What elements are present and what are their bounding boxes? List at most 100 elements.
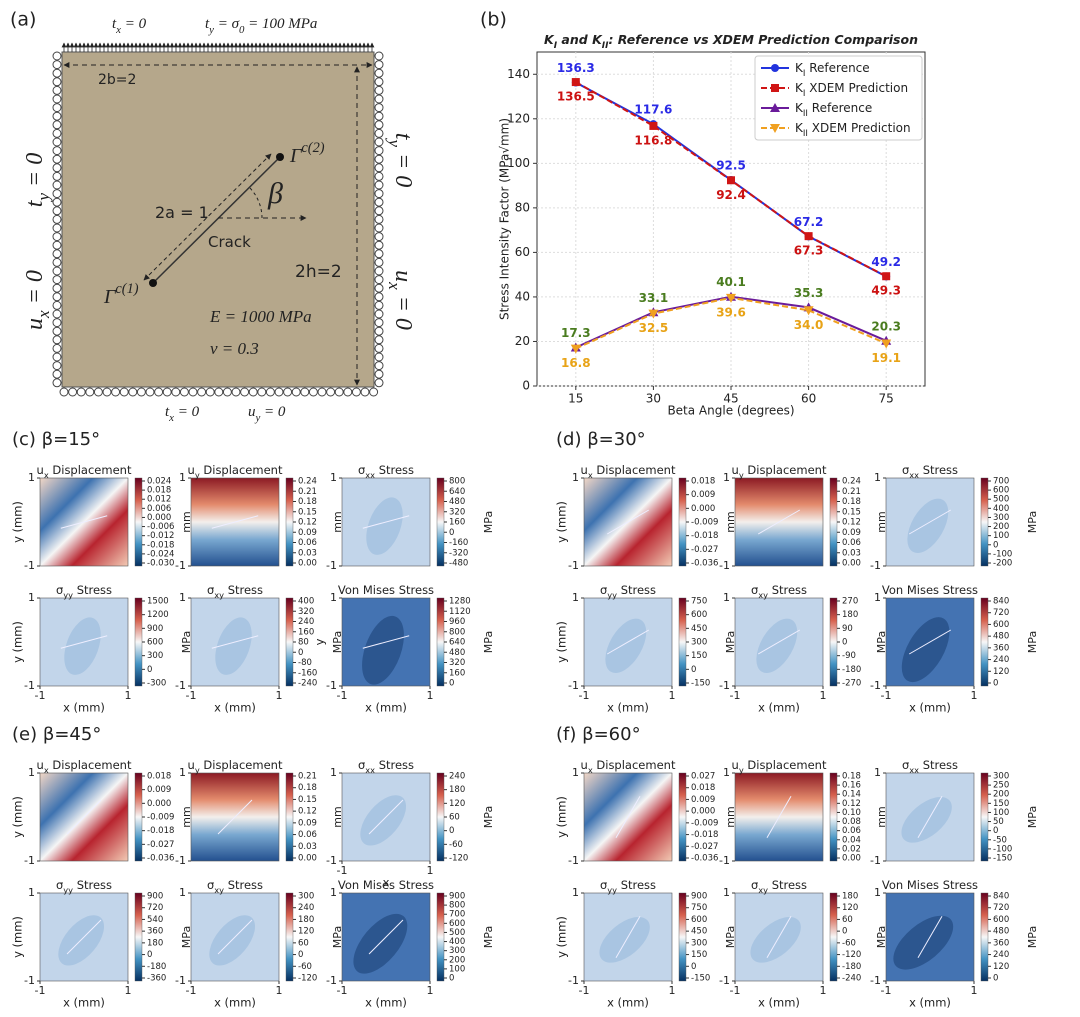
colorbar-unit: MPa	[1026, 511, 1039, 533]
y-axis-label: y (mm)	[11, 621, 25, 663]
colorbar-tick-label: 640	[449, 487, 465, 497]
colorbar-tick-label: 480	[449, 648, 465, 658]
y-tick-label: -1	[326, 854, 337, 867]
plot-frame	[190, 892, 280, 982]
text-part: σ	[902, 463, 909, 477]
colorbar-tick-label: 0	[449, 826, 454, 836]
colorbar-tick-label: 0.12	[842, 799, 861, 809]
roller	[374, 223, 384, 233]
colorbar-tick-label: 0.000	[147, 513, 171, 523]
crack-trace	[217, 919, 253, 955]
colorbar	[829, 477, 838, 567]
field-region	[366, 497, 403, 555]
roller	[52, 68, 62, 78]
roller	[374, 85, 384, 95]
colorbar-unit: MPa	[180, 631, 193, 653]
roller	[52, 146, 62, 156]
colorbar-tick-label: -300	[147, 679, 166, 689]
y-tick-label: 80	[515, 200, 530, 214]
colorbar-tick-label: 400	[993, 504, 1009, 514]
y-tick-label: 40	[515, 289, 530, 303]
text-part: E = 1000 MPa	[209, 307, 312, 326]
roller	[52, 77, 62, 87]
colorbar-tick-label: 0.14	[842, 790, 861, 800]
colorbar-tick-label: 400	[449, 937, 465, 947]
colorbar-tick-label: 480	[993, 927, 1009, 937]
value-label: 16.8	[561, 356, 591, 370]
diagram-label: Γc(1)	[103, 281, 139, 307]
subplot-title: σyy Stress	[56, 583, 112, 600]
panel-label: (d) β=30°	[556, 429, 646, 450]
colorbar	[678, 772, 687, 862]
text-part: = 0	[121, 16, 147, 32]
text-part: xy	[214, 885, 224, 895]
angle-arc	[248, 186, 263, 219]
roller	[374, 189, 384, 199]
roller	[374, 352, 384, 362]
colorbar-tick-label: 600	[147, 638, 163, 648]
text-part: Reference	[808, 101, 872, 115]
roller	[52, 137, 62, 147]
subplot-title: σxx Stress	[358, 758, 414, 775]
roller	[300, 387, 310, 397]
crack-trace	[615, 915, 641, 959]
y-tick-label: 1	[28, 766, 35, 779]
colorbar-tick-label: -0.018	[147, 826, 174, 836]
roller	[374, 309, 384, 319]
colorbar-tick-label: 160	[298, 627, 314, 637]
value-label: 136.3	[557, 61, 595, 75]
roller	[162, 387, 172, 397]
colorbar-tick-label: 0.024	[147, 477, 171, 487]
text-part: Displacement	[744, 758, 827, 772]
subplot-title: Von Mises Stress	[882, 878, 978, 892]
diagram-label: ν = 0.3	[210, 339, 259, 358]
colorbar-tick-label: 160	[449, 668, 465, 678]
y-axis-label: y (mm)	[555, 501, 569, 543]
colorbar-tick-label: 0.18	[842, 772, 861, 782]
colorbar-tick-label: -240	[842, 974, 861, 984]
roller	[52, 240, 62, 250]
text-part: Stress	[375, 758, 414, 772]
colorbar-tick-label: 360	[147, 927, 163, 937]
colorbar-tick-label: -90	[842, 651, 856, 661]
colorbar-tick-label: 0.00	[298, 559, 317, 569]
text-part: 2b=2	[98, 72, 136, 88]
colorbar	[436, 597, 445, 687]
colorbar-tick-label: -80	[298, 658, 312, 668]
roller	[52, 60, 62, 70]
text-part: y	[255, 412, 261, 424]
roller	[52, 249, 62, 259]
colorbar-tick-label: 250	[993, 781, 1009, 791]
text-part: II	[602, 41, 609, 51]
colorbar	[980, 477, 989, 567]
colorbar-tick-label: -180	[147, 962, 166, 972]
roller	[52, 128, 62, 138]
colorbar-tick-label: -480	[449, 559, 468, 569]
text-part: I	[554, 41, 558, 51]
x-tick-label: 1	[125, 689, 132, 702]
text-part: K	[795, 101, 804, 115]
x-tick-label: -1	[337, 864, 348, 877]
colorbar-tick-label: 900	[691, 892, 707, 902]
x-tick-label: 1	[427, 984, 434, 997]
colorbar-tick-label: 840	[993, 892, 1009, 902]
x-axis-label: x (mm)	[214, 701, 256, 715]
x-tick-label: -1	[730, 689, 741, 702]
roller	[52, 171, 62, 181]
colorbar-tick-label: 240	[993, 950, 1009, 960]
colorbar-tick-label: 0.06	[842, 826, 861, 836]
marker	[771, 64, 779, 72]
colorbar-tick-label: 0.018	[147, 772, 171, 782]
colorbar	[285, 892, 294, 982]
colorbar-tick-label: 0.24	[298, 477, 317, 487]
roller	[343, 387, 353, 397]
colorbar-tick-label: 0.04	[842, 835, 861, 845]
plot-frame	[734, 772, 824, 862]
roller	[52, 214, 62, 224]
text-part: Displacement	[200, 463, 283, 477]
colorbar-tick-label: 240	[298, 617, 314, 627]
colorbar-tick-label: -0.018	[147, 540, 174, 550]
marker	[727, 176, 735, 185]
colorbar-tick-label: 600	[691, 915, 707, 925]
colorbar-tick-label: -0.012	[147, 531, 174, 541]
